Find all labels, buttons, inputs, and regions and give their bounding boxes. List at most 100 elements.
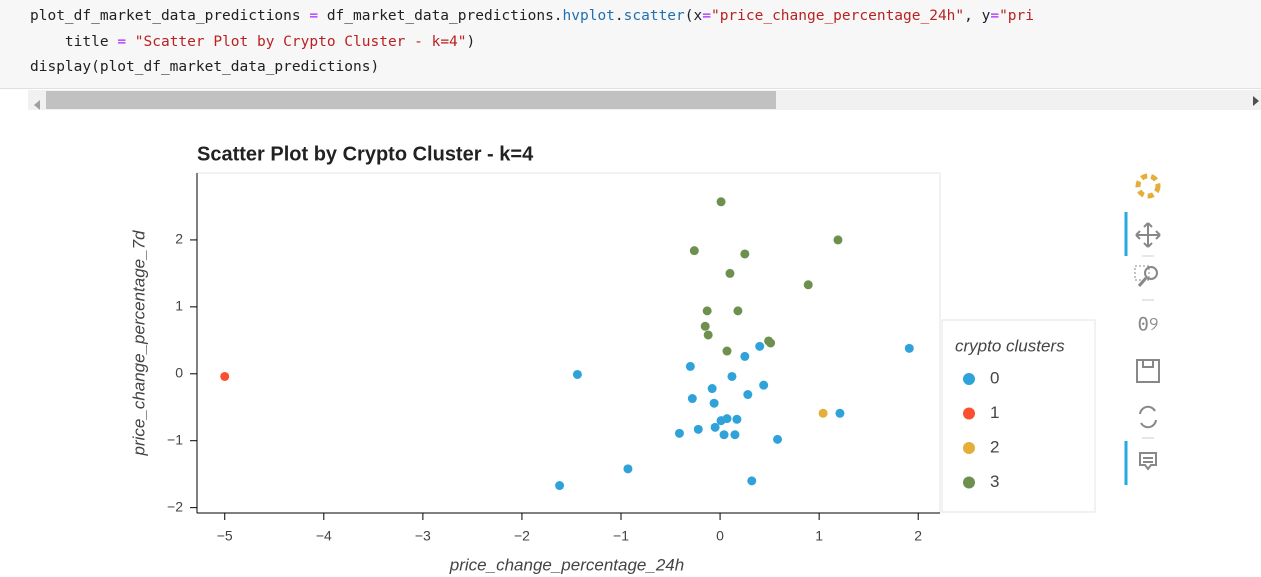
point	[818, 408, 828, 418]
point	[732, 414, 742, 424]
point	[833, 235, 843, 245]
point	[803, 280, 813, 290]
y-tick-label: 0	[175, 364, 183, 380]
code-line: title = "Scatter Plot by Crypto Cluster …	[30, 34, 475, 50]
legend-label: 0	[990, 368, 999, 387]
y-tick-label: −1	[167, 431, 183, 447]
legend-swatch	[963, 407, 975, 420]
point	[722, 346, 732, 356]
save-tool-slot	[1142, 359, 1154, 368]
legend-swatch	[963, 442, 975, 454]
code-token: scatter	[623, 8, 685, 24]
point	[743, 390, 753, 400]
code-token: )	[466, 34, 476, 50]
code-line: display(plot_df_market_data_predictions)	[30, 59, 379, 75]
code-token: title	[30, 34, 118, 50]
point	[689, 246, 699, 256]
code-token: hvplot	[562, 8, 615, 24]
x-tick-label: −5	[217, 528, 233, 544]
box-zoom-handle	[1137, 277, 1148, 287]
toolbar: 0୨	[1124, 173, 1161, 485]
horizontal-scrollbar[interactable]	[28, 90, 1261, 110]
code-token: df_market_data_predictions.	[318, 8, 563, 24]
code-token: display(plot_df_market_data_predictions)	[30, 59, 380, 75]
point	[722, 414, 732, 424]
x-tick-label: 2	[914, 528, 922, 544]
y-tick-label: 2	[175, 231, 183, 247]
legend-label: 3	[990, 472, 999, 491]
point	[835, 408, 845, 418]
code-token: =	[990, 8, 1000, 24]
legend-swatch	[963, 476, 975, 489]
y-axis-label: price_change_percentage_7d	[129, 230, 148, 457]
box-zoom-tool[interactable]	[1134, 265, 1150, 281]
point	[719, 430, 729, 440]
code-token: "price_change_percentage_24h"	[710, 8, 965, 24]
chart-title: Scatter Plot by Crypto Cluster - k=4	[197, 143, 534, 165]
box-zoom-lens	[1144, 266, 1158, 280]
x-tick-label: 0	[716, 528, 724, 544]
point	[707, 384, 717, 394]
plot-frame	[196, 172, 941, 514]
scroll-right-arrow[interactable]	[1253, 96, 1259, 106]
point	[716, 197, 726, 207]
point	[725, 268, 735, 278]
point	[727, 371, 737, 381]
point	[740, 249, 750, 259]
x-tick-label: 1	[815, 528, 823, 544]
point	[710, 422, 720, 432]
code-token: , y	[964, 8, 991, 24]
legend-swatch	[963, 373, 975, 385]
x-tick-label: −3	[415, 528, 431, 544]
code-token: =	[117, 34, 127, 50]
code-token: =	[702, 8, 711, 24]
legend: crypto clusters 0 1 2 3	[941, 319, 1096, 513]
wheel-zoom-tool[interactable]: 0୨	[1138, 314, 1159, 336]
code-cell[interactable]: plot_df_market_data_predictions = df_mar…	[0, 0, 1261, 89]
point	[623, 464, 633, 474]
code-line: plot_df_market_data_predictions = df_mar…	[30, 8, 1034, 24]
legend-title: crypto clusters	[955, 336, 1065, 355]
point	[703, 330, 713, 340]
point	[220, 371, 230, 381]
point	[904, 343, 914, 353]
x-tick-label: −2	[514, 528, 530, 544]
code-token: .	[614, 8, 624, 24]
point	[700, 321, 710, 331]
point	[572, 369, 582, 379]
point	[685, 361, 695, 371]
point	[674, 428, 684, 438]
scroll-left-arrow[interactable]	[34, 100, 40, 110]
scroll-thumb[interactable]	[46, 91, 776, 109]
legend-label: 2	[990, 437, 999, 456]
legend-label: 1	[990, 403, 999, 422]
save-tool[interactable]	[1136, 359, 1160, 383]
point	[702, 306, 712, 316]
x-tick-label: −4	[316, 528, 332, 544]
point	[759, 380, 769, 390]
point	[693, 424, 703, 434]
point	[555, 481, 565, 491]
pan-tool[interactable]	[1135, 222, 1161, 248]
y-tick-label: −2	[167, 498, 183, 514]
point	[730, 430, 740, 440]
y-tick-label: 1	[175, 298, 183, 314]
point	[740, 351, 750, 361]
code-token: =	[309, 8, 319, 24]
code-token: (x	[684, 8, 703, 24]
reset-tool[interactable]	[1139, 405, 1157, 429]
point	[766, 338, 776, 348]
code-token: "pri	[999, 8, 1034, 24]
code-token: plot_df_market_data_predictions	[30, 8, 310, 24]
point	[709, 398, 719, 408]
point	[755, 341, 765, 351]
x-axis-label: price_change_percentage_24h	[449, 555, 684, 574]
code-token: "Scatter Plot by Crypto Cluster - k=4"	[134, 34, 467, 50]
point	[687, 394, 697, 404]
point	[747, 476, 757, 486]
point	[733, 306, 743, 316]
hover-tool[interactable]	[1139, 452, 1157, 471]
x-tick-label: −1	[613, 528, 629, 544]
